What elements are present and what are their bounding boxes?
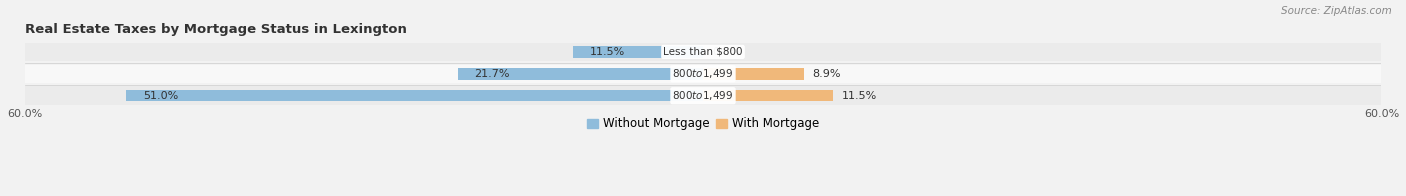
Bar — [24, 43, 1382, 61]
Text: 51.0%: 51.0% — [143, 91, 179, 101]
Text: 0.0%: 0.0% — [711, 47, 741, 57]
Text: 8.9%: 8.9% — [813, 69, 841, 79]
Bar — [703, 90, 832, 101]
Bar — [703, 68, 804, 80]
Bar — [574, 46, 703, 58]
Text: Less than $800: Less than $800 — [664, 47, 742, 57]
Text: $800 to $1,499: $800 to $1,499 — [672, 89, 734, 102]
Legend: Without Mortgage, With Mortgage: Without Mortgage, With Mortgage — [582, 113, 824, 135]
Bar — [127, 90, 703, 101]
Bar — [457, 68, 703, 80]
Text: 11.5%: 11.5% — [591, 47, 626, 57]
Text: Source: ZipAtlas.com: Source: ZipAtlas.com — [1281, 6, 1392, 16]
Text: Real Estate Taxes by Mortgage Status in Lexington: Real Estate Taxes by Mortgage Status in … — [24, 23, 406, 36]
Bar — [24, 86, 1382, 105]
Text: $800 to $1,499: $800 to $1,499 — [672, 67, 734, 80]
Text: 11.5%: 11.5% — [842, 91, 877, 101]
Bar — [24, 64, 1382, 83]
Text: 21.7%: 21.7% — [475, 69, 510, 79]
